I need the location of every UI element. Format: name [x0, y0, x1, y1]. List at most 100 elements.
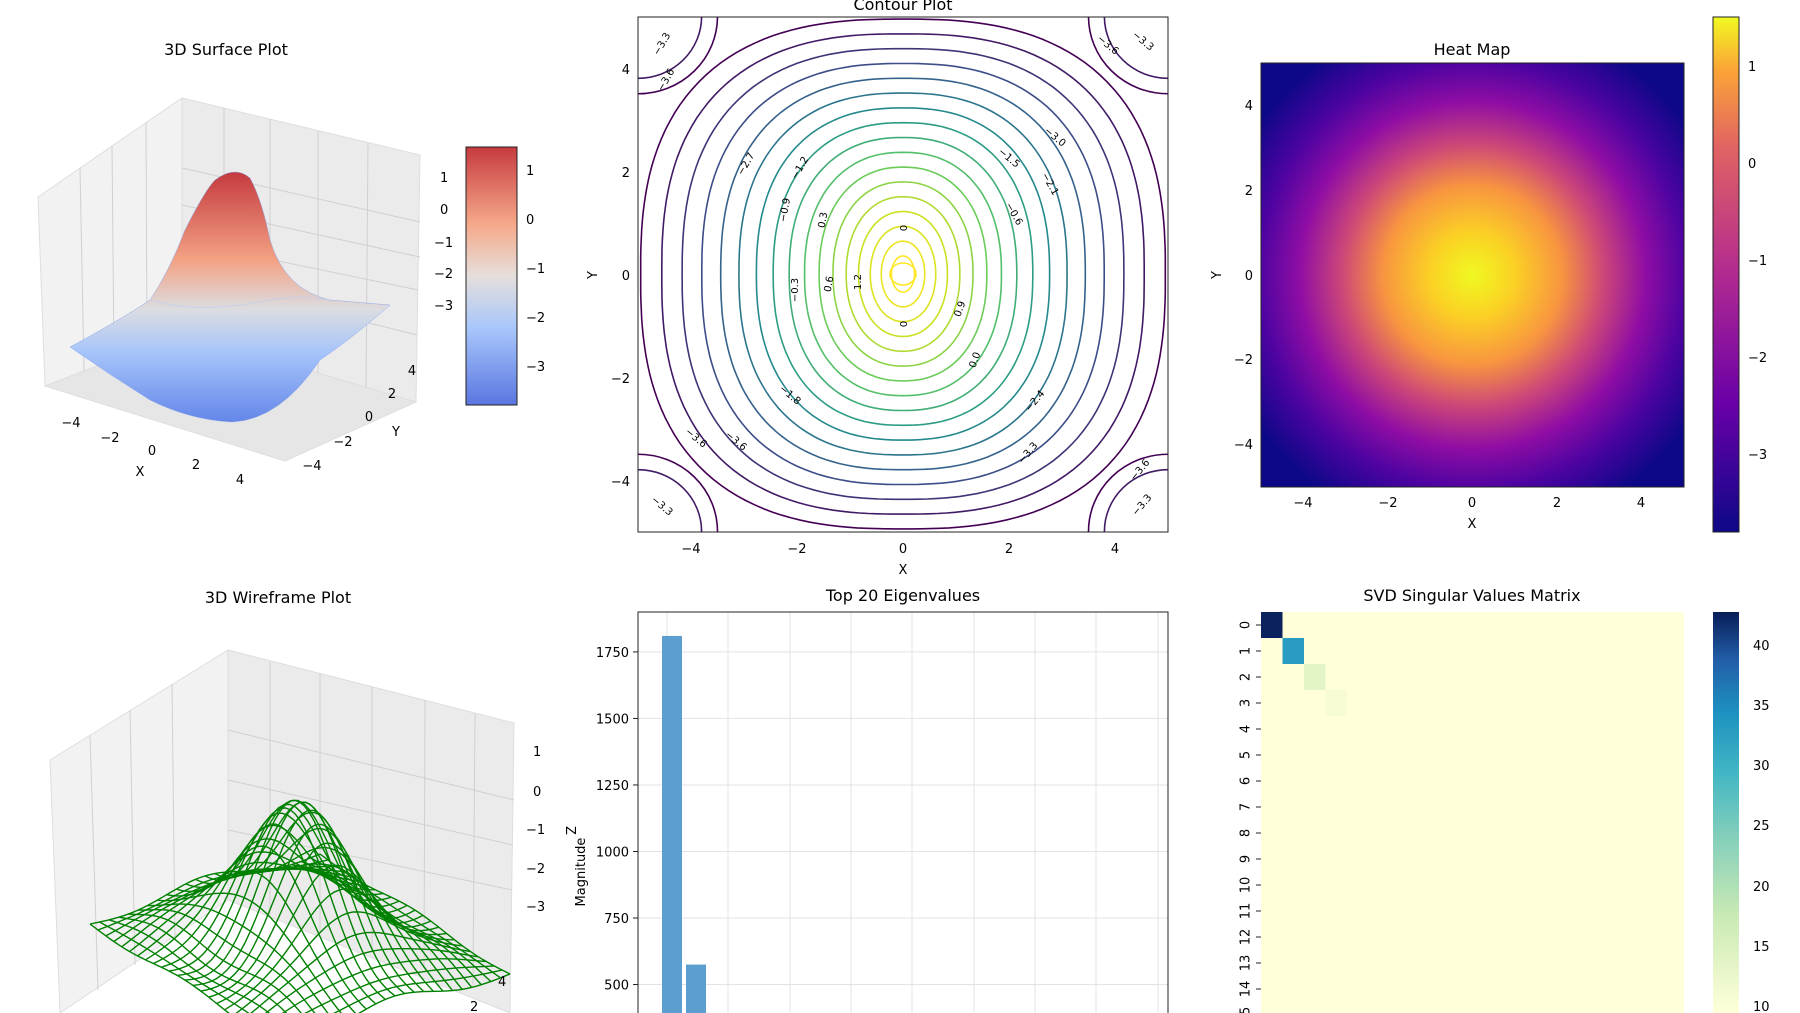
contour-line	[681, 47, 1125, 501]
wireframe-plot: 3D Wireframe Plot 1 0 −1 −2 −3 Z 4 2	[49, 588, 577, 1013]
svg-text:1: 1	[533, 745, 541, 760]
svg-text:0: 0	[526, 213, 534, 228]
heatmap-colorbar	[1712, 16, 1740, 533]
contour-level-label: 0	[897, 225, 908, 231]
svg-text:2: 2	[388, 387, 396, 402]
wireframe-line	[264, 948, 479, 1013]
svg-text:−3: −3	[526, 900, 545, 915]
svd-cell	[1261, 612, 1283, 638]
wireframe-line	[177, 799, 408, 977]
svg-text:−1: −1	[526, 823, 545, 838]
heatmap-title: Heat Map	[1434, 40, 1511, 59]
svd-colorbar	[1713, 612, 1739, 1013]
eigen-bar	[662, 635, 682, 1013]
svg-text:−4: −4	[611, 475, 630, 490]
svg-text:40: 40	[1753, 639, 1770, 654]
contour-level-label: −3.6	[683, 426, 709, 450]
svg-text:−2: −2	[1748, 351, 1767, 366]
surface-colorbar	[465, 146, 518, 406]
svg-text:−2: −2	[787, 542, 806, 557]
svg-text:1: 1	[526, 164, 534, 179]
svg-text:0: 0	[365, 410, 373, 425]
svg-text:10: 10	[1753, 1000, 1770, 1013]
contour-level-labels: −3.3 −3.6 −3.6 −3.3 −2.7 −1.2 −0.9 0.3 0.6 −0.3 1.…	[649, 29, 1156, 518]
contour-level-label: −3.3	[649, 494, 675, 518]
wireframe-pane-left	[49, 649, 229, 1013]
svg-text:−1: −1	[1748, 254, 1767, 269]
svd-row-label: 7	[1239, 803, 1254, 811]
contour-line	[890, 255, 916, 293]
wireframe-z-ticks: 1 0 −1 −2 −3	[526, 745, 545, 915]
contour-line	[857, 210, 949, 338]
svg-text:4: 4	[408, 364, 416, 379]
wireframe-line	[97, 859, 329, 931]
contour-level-label: 0.9	[953, 300, 969, 319]
svg-text:−1: −1	[526, 262, 545, 277]
contour-level-label: −3.6	[1128, 457, 1152, 483]
eigen-bar	[686, 964, 706, 1013]
wireframe-line	[192, 809, 424, 987]
contour-line	[772, 121, 1034, 427]
svd-row-label: 0	[1239, 621, 1254, 629]
surface-ylabel: Y	[391, 425, 400, 440]
svg-text:20: 20	[1753, 880, 1770, 895]
contour-line	[788, 136, 1018, 412]
svg-text:4: 4	[1245, 99, 1253, 114]
contour-xlabel: X	[899, 563, 908, 578]
surface-title: 3D Surface Plot	[164, 40, 288, 59]
contour-level-label: −0.6	[1003, 201, 1025, 228]
contour-line	[700, 62, 1105, 486]
svg-text:−2: −2	[100, 431, 119, 446]
svg-text:0: 0	[899, 542, 907, 557]
svg-text:−3: −3	[434, 299, 453, 314]
svd-row-label: 9	[1239, 855, 1254, 863]
contour-line	[738, 92, 1068, 456]
wireframe-line	[332, 969, 503, 1013]
wireframe-line	[208, 842, 439, 998]
contour-level-label: −3.3	[652, 31, 674, 58]
contour-line	[803, 151, 1003, 397]
wireframe-line	[304, 965, 495, 1013]
svg-text:−2: −2	[1378, 496, 1397, 511]
svd-row-label: 14	[1239, 981, 1254, 998]
contour-line	[869, 225, 937, 323]
svg-text:15: 15	[1753, 940, 1770, 955]
svd-cell	[1325, 690, 1347, 716]
contour-x-ticks: −4 −2 0 2 4	[681, 542, 1119, 557]
contour-line	[719, 77, 1087, 471]
heatmap-xlabel: X	[1468, 517, 1477, 532]
contour-line	[818, 166, 988, 382]
contour-line	[845, 196, 961, 353]
eigen-ytick-label: 750	[604, 912, 629, 927]
svg-text:0: 0	[622, 269, 630, 284]
svd-diagonal-cells	[1261, 612, 1347, 716]
surface-colorbar-ticks: 1 0 −1 −2 −3	[526, 164, 545, 375]
svg-text:4: 4	[1111, 542, 1119, 557]
svd-row-label: 8	[1239, 829, 1254, 837]
svd-row-label: 11	[1239, 903, 1254, 920]
contour-plot: Contour Plot −3.3 −3.6 −3.6 −3.3 −2.7 −1.2 −0.…	[586, 0, 1169, 578]
svg-text:−4: −4	[1293, 496, 1312, 511]
svd-row-label: 5	[1239, 751, 1254, 759]
svd-title: SVD Singular Values Matrix	[1363, 586, 1580, 605]
surface-z-ticks: 1 0 −1 −2 −3	[434, 171, 453, 314]
contour-y-ticks: 4 2 0 −2 −4	[611, 63, 630, 490]
wireframe-mesh	[89, 799, 511, 1013]
contour-center-line	[889, 262, 917, 286]
wireframe-line	[358, 973, 511, 1013]
surface-xlabel: X	[136, 465, 145, 480]
svd-row-labels: 0123456789101112131415	[1239, 621, 1261, 1013]
contour-level-label: −2.1	[1039, 171, 1061, 198]
svg-text:−1: −1	[434, 236, 453, 251]
contour-level-label: −3.3	[1016, 440, 1040, 466]
surface-y-ticks: −4 −2 0 2 4	[302, 364, 416, 474]
surface-plot: 3D Surface Plot −4 −2 0 2 4 X −4 −2 0 2 …	[37, 40, 545, 488]
contour-level-label: 0.6	[823, 275, 837, 293]
wireframe-line	[200, 823, 432, 992]
svg-text:−4: −4	[681, 542, 700, 557]
svg-text:2: 2	[470, 1000, 478, 1013]
contour-ylabel: Y	[586, 271, 601, 280]
heatmap-ylabel: Y	[1210, 271, 1225, 280]
svd-cell	[1282, 638, 1304, 664]
